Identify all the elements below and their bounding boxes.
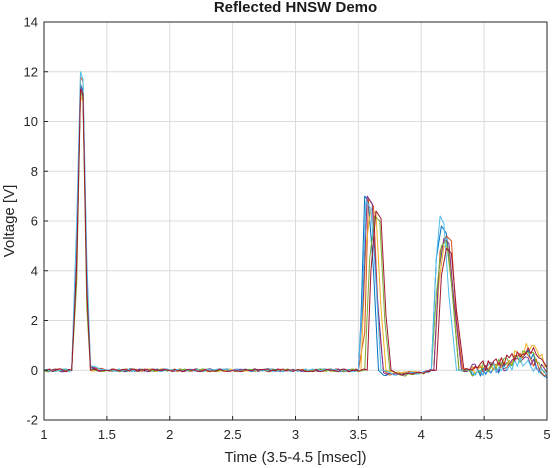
x-tick-label: 2 — [166, 427, 173, 442]
x-tick-label: 4 — [418, 427, 425, 442]
x-tick-label: 5 — [543, 427, 550, 442]
axis-ticks: 1 1.5 2 2.5 3 3.5 4 4.5 5 -2 0 2 4 6 8 10 12 14 — [24, 15, 551, 443]
y-tick-label: 14 — [24, 15, 38, 30]
grid — [43, 21, 548, 421]
x-tick-label: 3 — [292, 427, 299, 442]
y-tick-label: -2 — [26, 413, 38, 428]
x-tick-label: 3.5 — [349, 427, 367, 442]
y-tick-label: 8 — [31, 164, 38, 179]
y-tick-label: 2 — [31, 313, 38, 328]
plot-series — [44, 71, 547, 379]
y-tick-label: 4 — [31, 263, 38, 278]
y-tick-label: 10 — [24, 114, 38, 129]
x-tick-label: 1.5 — [98, 427, 116, 442]
x-axis-label: Time (3.5-4.5 [msec]) — [225, 449, 367, 466]
x-tick-label: 1 — [40, 427, 47, 442]
y-axis-label: Voltage [V] — [1, 185, 18, 258]
x-tick-label: 2.5 — [224, 427, 242, 442]
y-tick-label: 6 — [31, 214, 38, 229]
y-tick-label: 0 — [31, 363, 38, 378]
chart-title: Reflected HNSW Demo — [214, 0, 377, 16]
y-tick-label: 12 — [24, 64, 38, 79]
x-tick-label: 4.5 — [475, 427, 493, 442]
series-line-7 — [44, 88, 547, 376]
